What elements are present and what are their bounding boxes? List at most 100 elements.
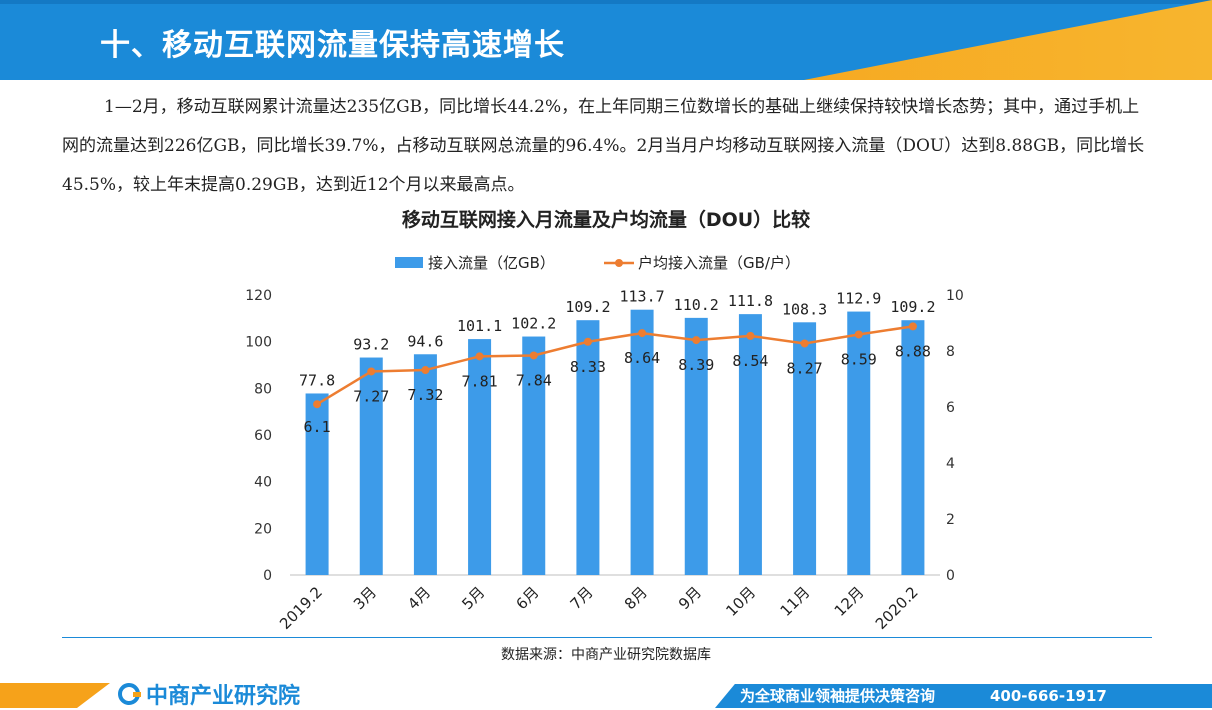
legend-label-bar: 接入流量（亿GB） <box>428 254 555 272</box>
line-point <box>583 337 592 346</box>
line-point <box>475 352 484 361</box>
line-value-label: 8.64 <box>624 349 660 367</box>
x-tick-label: 10月 <box>722 583 759 620</box>
line-value-labels: 6.1 7.27 7.32 7.81 7.84 8.33 8.64 8.39 8.54 8.27 8… <box>304 342 931 436</box>
legend-swatch-bar <box>395 257 423 268</box>
footer-slogan: 为全球商业领袖提供决策咨询 <box>740 687 936 705</box>
line-series <box>313 322 917 409</box>
line-value-label: 8.27 <box>787 359 823 377</box>
x-tick-label: 8月 <box>621 583 651 613</box>
x-tick-label: 4月 <box>404 583 434 613</box>
y-left-tick-label: 100 <box>245 335 272 351</box>
x-axis-labels: 2019.2 3月 4月 5月 6月 7月 8月 9月 10月 11月 12月 2020.2 <box>276 583 922 633</box>
bar <box>305 393 329 575</box>
footer-divider <box>62 637 1152 638</box>
line-value-label: 7.32 <box>407 386 443 404</box>
x-tick-label: 9月 <box>675 583 705 613</box>
x-tick-label: 12月 <box>831 583 868 620</box>
chart-legend: 接入流量（亿GB） 户均接入流量（GB/户） <box>395 254 800 272</box>
bar <box>630 309 654 575</box>
header-banner: 十、移动互联网流量保持高速增长 <box>0 0 1212 80</box>
line-point <box>800 339 809 348</box>
y-left-tick-label: 80 <box>254 381 272 397</box>
bar <box>847 311 871 575</box>
bar-value-labels: 77.8 93.2 94.6 101.1 102.2 109.2 113.7 110.2 111… <box>299 288 935 390</box>
bar <box>413 354 437 575</box>
bar-series <box>305 309 925 575</box>
line-value-label: 8.88 <box>895 342 931 360</box>
x-tick-label: 2020.2 <box>872 583 922 633</box>
y-left-tick-label: 0 <box>263 568 272 584</box>
line-value-label: 8.54 <box>732 352 768 370</box>
line-value-label: 8.39 <box>678 356 714 374</box>
logo-text: 中商产业研究院 <box>146 684 301 709</box>
x-tick-label: 6月 <box>512 583 542 613</box>
footer-blue-band <box>715 684 1212 708</box>
chart-title: 移动互联网接入月流量及户均流量（DOU）比较 <box>401 209 811 231</box>
line-value-label: 8.33 <box>570 358 606 376</box>
line-point <box>908 322 917 331</box>
brand-logo: 中商产业研究院 <box>118 680 301 709</box>
line-value-label: 7.84 <box>516 371 552 389</box>
legend-label-line: 户均接入流量（GB/户） <box>638 254 800 272</box>
bar-value-label: 94.6 <box>407 332 443 350</box>
line-point <box>421 366 430 375</box>
bar-value-label: 77.8 <box>299 371 335 389</box>
y-axis-right: 0 2 4 6 8 10 <box>946 288 964 584</box>
bar <box>522 336 546 575</box>
y-right-tick-label: 2 <box>946 512 955 528</box>
header-orange-accent <box>804 0 1212 80</box>
line-point <box>367 367 376 376</box>
line-point <box>313 400 322 409</box>
line-point <box>692 336 701 345</box>
line-point <box>746 331 755 340</box>
x-tick-label: 7月 <box>567 583 597 613</box>
bar-value-label: 109.2 <box>890 298 935 316</box>
line-value-label: 7.27 <box>353 387 389 405</box>
y-right-tick-label: 10 <box>946 288 964 304</box>
y-left-tick-label: 120 <box>245 288 272 304</box>
bar <box>359 357 383 575</box>
y-left-tick-label: 60 <box>254 428 272 444</box>
bar-value-label: 111.8 <box>728 292 773 310</box>
footer-phone: 400-666-1917 <box>990 687 1107 705</box>
bar <box>468 339 492 575</box>
bar-value-label: 101.1 <box>457 317 502 335</box>
data-source: 数据来源：中商产业研究院数据库 <box>501 647 711 663</box>
summary-paragraph: 1—2月，移动互联网累计流量达235亿GB，同比增长44.2%，在上年同期三位数… <box>62 97 1145 195</box>
line-point <box>638 329 647 338</box>
bar-value-label: 109.2 <box>565 298 610 316</box>
y-axis-left: 0 20 40 60 80 100 120 <box>245 288 940 584</box>
y-right-tick-label: 4 <box>946 456 955 472</box>
line-value-label: 8.59 <box>841 350 877 368</box>
line-point <box>854 330 863 339</box>
x-tick-label: 5月 <box>458 583 488 613</box>
bar-value-label: 108.3 <box>782 300 827 318</box>
bar-value-label: 110.2 <box>674 296 719 314</box>
x-tick-label: 11月 <box>777 583 814 620</box>
bar <box>793 322 817 575</box>
page-title: 十、移动互联网流量保持高速增长 <box>100 28 565 63</box>
bar <box>576 320 600 575</box>
bar <box>901 320 925 575</box>
y-right-tick-label: 8 <box>946 344 955 360</box>
bar-value-label: 102.2 <box>511 315 556 333</box>
series-line <box>316 325 914 406</box>
bar-value-label: 113.7 <box>620 288 665 306</box>
logo-icon <box>118 683 141 705</box>
x-tick-label: 2019.2 <box>276 583 326 633</box>
bar <box>684 317 708 575</box>
line-point <box>529 351 538 360</box>
y-right-tick-label: 6 <box>946 400 955 416</box>
bar <box>738 314 762 575</box>
header-top-stripe <box>0 0 1212 4</box>
bar-value-label: 112.9 <box>836 290 881 308</box>
y-left-tick-label: 40 <box>254 475 272 491</box>
legend-swatch-marker <box>615 259 623 267</box>
line-value-label: 7.81 <box>462 372 498 390</box>
y-left-tick-label: 20 <box>254 521 272 537</box>
bar-value-label: 93.2 <box>353 336 389 354</box>
y-right-tick-label: 0 <box>946 568 955 584</box>
x-tick-label: 3月 <box>350 583 380 613</box>
